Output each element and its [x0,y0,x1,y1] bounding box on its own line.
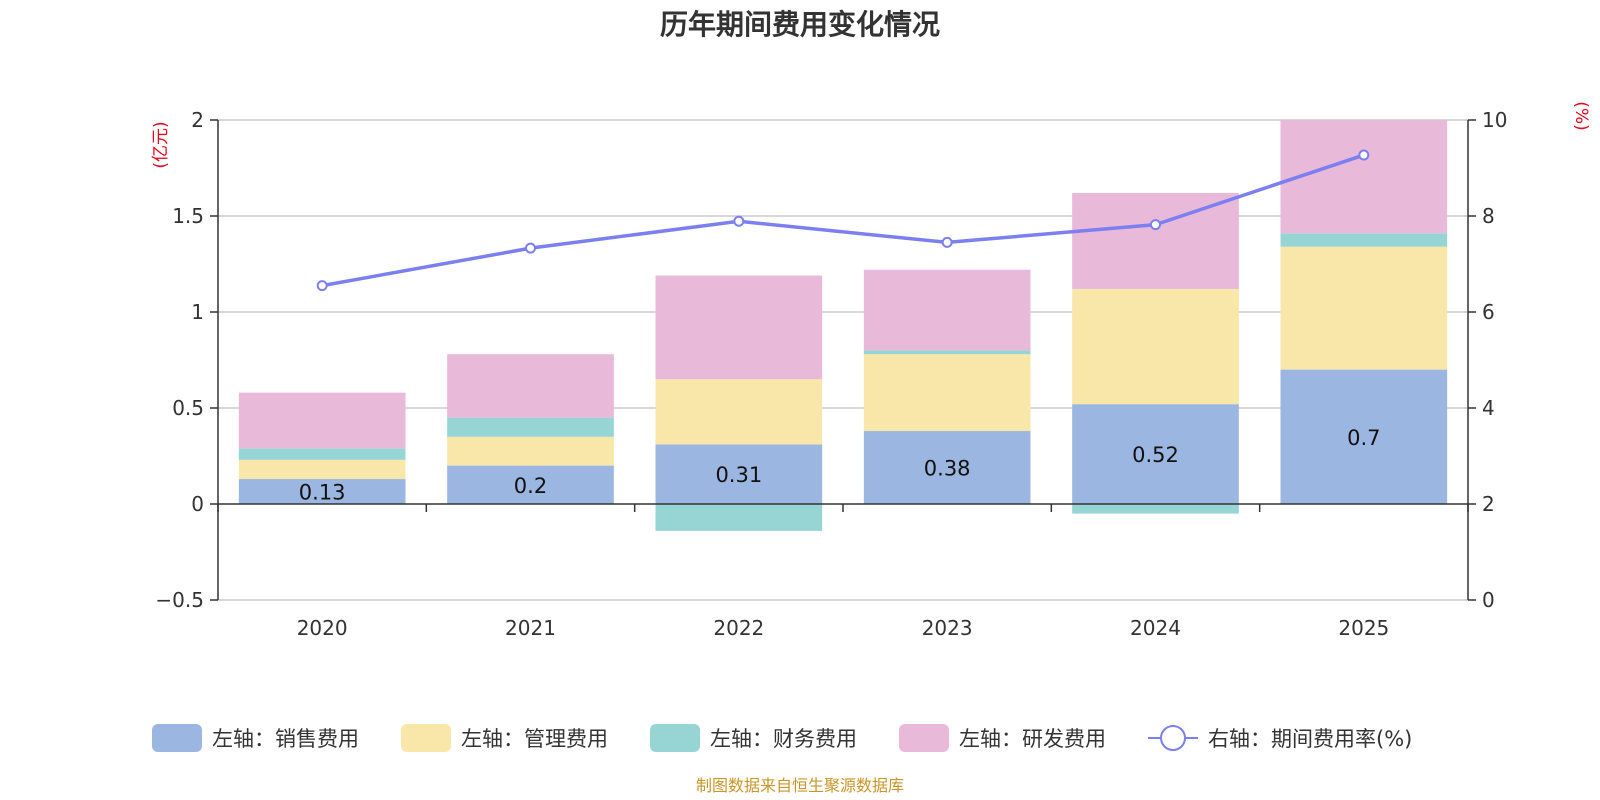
legend-swatch [152,724,202,752]
x-axis-tick-label: 2020 [297,616,348,640]
bar-value-label: 0.52 [1132,443,1179,467]
rate-point [1150,219,1161,231]
left-axis-tick-label: 1.5 [172,204,204,228]
bar-segment [1280,369,1448,504]
bar-segment [447,465,614,504]
right-axis-tick-label: 8 [1482,204,1495,228]
legend-label: 右轴：期间费用率(%) [1208,727,1412,751]
bar-value-label: 0.31 [715,463,762,487]
left-axis-tick-label: 1 [191,300,204,324]
bar-segment [238,448,406,460]
bar-segment [447,417,614,437]
rate-point [941,236,953,248]
rate-point [525,242,536,254]
left-axis-tick-label: 2 [191,108,204,132]
bar-series [238,120,1448,531]
bar-segment [1072,192,1239,289]
bar-segment [238,479,406,504]
bar-segment [863,354,1031,432]
legend-label: 左轴：财务费用 [710,727,857,751]
right-axis-tick-label: 6 [1482,300,1495,324]
legend-label: 左轴：管理费用 [461,727,608,751]
bar-segment [1280,120,1448,234]
bar-value-label: 0.2 [514,474,547,498]
left-axis-unit: (亿元) [151,121,171,168]
bar-segment [863,431,1031,504]
bar-segment [447,354,614,418]
bar-segment [1072,504,1239,514]
legend-marker [1160,725,1186,751]
rate-point [316,280,328,292]
bar-segment [1072,404,1239,504]
bar-value-label: 0.7 [1347,426,1380,450]
rate-point [733,215,745,227]
right-axis-tick-label: 4 [1482,396,1495,420]
data-source: 制图数据来自恒生聚源数据库 [696,776,904,795]
legend-swatch [650,724,700,752]
x-axis-tick-label: 2025 [1338,616,1389,640]
bar-segment [655,379,823,445]
bar-labels: 0.13 0.2 0.31 0.38 0.52 0.7 [299,426,1381,505]
chart-title: 历年期间费用变化情况 [660,8,940,41]
left-axis-tick-label: −0.5 [155,588,204,612]
rate-line-path [321,153,1365,288]
right-axis-unit: (%) [1571,101,1591,130]
bar-segment [238,392,406,449]
rate-line [316,149,1370,292]
bar-value-label: 0.13 [299,481,346,505]
bar-segment [238,459,406,480]
bar-segment [447,436,614,466]
rate-point [1358,149,1370,161]
bar-segment [1280,246,1448,370]
bar-segment [655,275,823,380]
legend-swatch [899,724,949,752]
bar-segment [863,350,1031,355]
bar-value-label: 0.38 [924,457,971,481]
left-axis-tick-label: 0.5 [172,396,204,420]
bar-segment [863,269,1031,351]
bar-segment [1072,288,1239,405]
left-axis-tick-label: 0 [191,492,204,516]
bar-segment [1280,233,1448,247]
bar-segment [655,444,823,504]
x-axis-tick-label: 2021 [505,616,556,640]
x-axis-tick-label: 2024 [1130,616,1181,640]
gridlines [218,119,1468,601]
right-axis-tick-label: 2 [1482,492,1495,516]
legend: 左轴：销售费用 左轴：管理费用 左轴：财务费用 左轴：研发费用 右轴：期间费用率(%) [152,724,1412,752]
x-axis-tick-label: 2023 [922,616,973,640]
right-axis-tick-label: 0 [1482,588,1495,612]
legend-label: 左轴：销售费用 [212,727,359,751]
right-axis-tick-label: 10 [1482,108,1507,132]
bar-segment [655,504,823,531]
legend-label: 左轴：研发费用 [959,727,1106,751]
legend-swatch [401,724,451,752]
x-axis-tick-label: 2022 [713,616,764,640]
